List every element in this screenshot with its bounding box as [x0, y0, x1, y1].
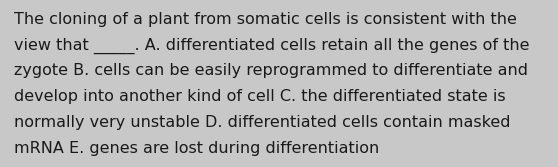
- Text: develop into another kind of cell C. the differentiated state is: develop into another kind of cell C. the…: [14, 89, 506, 104]
- Text: view that _____. A. differentiated cells retain all the genes of the: view that _____. A. differentiated cells…: [14, 38, 530, 54]
- Text: mRNA E. genes are lost during differentiation: mRNA E. genes are lost during differenti…: [14, 141, 379, 156]
- Text: normally very unstable D. differentiated cells contain masked: normally very unstable D. differentiated…: [14, 115, 511, 130]
- Text: zygote B. cells can be easily reprogrammed to differentiate and: zygote B. cells can be easily reprogramm…: [14, 63, 528, 78]
- Text: The cloning of a plant from somatic cells is consistent with the: The cloning of a plant from somatic cell…: [14, 12, 517, 27]
